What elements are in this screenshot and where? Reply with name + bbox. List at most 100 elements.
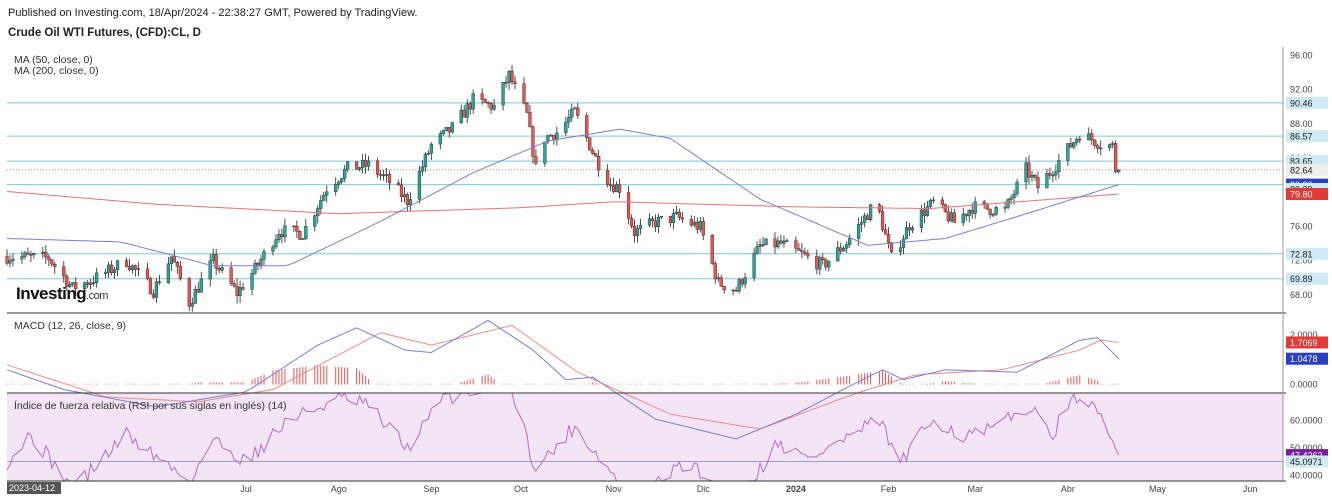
x-axis-label: Mar [967,484,983,494]
candle [656,216,661,228]
ma50-label: MA (50, close, 0) [14,54,93,66]
candle [1069,143,1073,148]
candle [148,278,153,295]
candle [898,247,903,253]
candle [133,265,138,270]
candle [214,254,218,269]
candle [1057,160,1061,172]
candle [44,251,48,258]
x-axis-label: Nov [606,484,623,494]
candle [486,102,490,104]
candle [378,174,383,176]
candle [384,174,389,176]
candle [304,226,308,239]
macd-tag-bg [1286,336,1328,349]
candle [1048,173,1052,176]
candle [1072,142,1076,148]
candle [343,168,347,179]
candle [271,246,275,252]
candle [716,277,720,280]
candle [549,135,553,137]
candle [528,112,532,128]
candle [426,152,430,155]
candle [1114,143,1118,173]
candle [848,238,852,245]
candle [178,266,182,279]
candle [20,256,24,260]
price-tag: 82.64 [1290,165,1313,175]
candle [668,216,673,223]
candle [824,259,828,268]
candle [803,251,807,255]
candle [199,278,203,293]
macd-tag-bg [1286,352,1328,365]
candle [585,115,589,138]
candle [366,160,371,167]
candle [731,289,735,292]
candle [806,253,810,257]
price-tag: 79.80 [1290,190,1313,200]
candle [193,288,197,304]
candle [504,82,508,84]
candle [994,207,998,215]
candle [1087,133,1091,141]
candle [943,204,947,212]
candle [907,227,912,231]
logo-suffix: .com [86,290,108,302]
candle [922,209,927,216]
candle [615,184,619,193]
candle [450,122,454,133]
candle [83,282,87,290]
candle [970,210,974,214]
macd-signal-line [6,324,1119,430]
candle [594,153,598,157]
candle [701,221,705,236]
candle [961,213,965,223]
candle [952,212,956,223]
candle [381,174,386,177]
candle [208,260,212,280]
candle [363,159,368,167]
x-axis-label: May [1149,484,1167,494]
candle [776,240,780,248]
price-tag: 90.46 [1290,98,1313,108]
candle [423,153,427,168]
candle [734,290,738,292]
x-axis-label: Feb [881,484,897,494]
x-axis-label: Jul [240,484,252,494]
candle [722,285,726,291]
candle [928,199,932,207]
candle [821,257,825,261]
candle [785,240,789,242]
candle [1090,133,1094,141]
candle [462,109,466,118]
candle [839,247,843,252]
candle [629,217,634,227]
price-level-lines [7,102,1283,280]
candle [659,216,664,218]
candle [531,126,535,157]
published-line: Published on Investing.com, 18/Apr/2024 … [8,7,418,19]
candle [50,259,54,265]
candle [29,254,33,256]
price-y-tick: 76.00 [1290,222,1313,232]
candle [127,266,132,271]
candle [53,263,57,267]
candle [229,267,233,284]
rsi-label: Índice de fuerza relativa (RSI por sus s… [14,400,287,412]
candle [991,214,995,216]
candle [949,212,953,222]
macd-line [6,319,1119,440]
candle [698,221,702,230]
candle [773,238,777,248]
candle [588,137,592,151]
price-tag-bg [1286,163,1328,176]
candle [501,82,505,106]
candle [800,250,804,253]
x-axis-label: Ago [331,484,347,494]
candle [375,160,380,175]
candle [238,287,242,296]
x-axis-label: Dic [697,484,710,494]
candle [337,181,341,185]
